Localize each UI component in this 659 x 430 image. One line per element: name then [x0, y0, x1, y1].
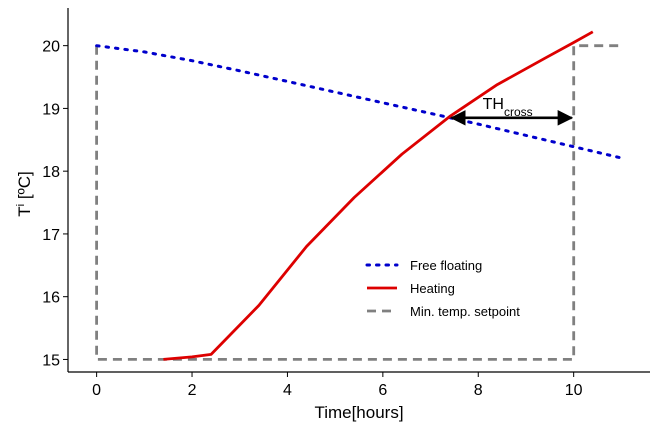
axes-layer: 0 2 4 6 8 10 15 16 17 18 19 20 Time[hours] Ti [ºC]	[15, 8, 650, 422]
legend-label-free-floating: Free floating	[410, 258, 482, 273]
series-line-heating	[163, 30, 594, 361]
x-tick-label: 2	[188, 382, 197, 399]
series-line-min-temp-setpoint	[95, 44, 622, 361]
series-line-free-floating	[95, 44, 623, 160]
y-axis-label-main: T	[15, 206, 34, 216]
x-tick-label: 8	[474, 382, 483, 399]
x-tick-label: 0	[92, 382, 101, 399]
x-tick-label: 4	[283, 382, 292, 399]
crossing-label-main: TH	[483, 96, 504, 113]
y-tick-label: 17	[42, 227, 60, 244]
legend-label-min-temp-setpoint: Min. temp. setpoint	[410, 304, 520, 319]
crossing-label: THcross	[483, 96, 533, 119]
x-tick-label: 10	[565, 382, 583, 399]
y-tick-label: 19	[42, 101, 60, 118]
y-tick-label: 18	[42, 164, 60, 181]
crossing-label-sub: cross	[504, 105, 533, 119]
y-axis-label: Ti [ºC]	[15, 171, 34, 217]
y-tick-label: 20	[42, 39, 60, 56]
y-axis-label-sup: i	[15, 204, 27, 206]
annotation-layer: THcross	[450, 96, 574, 126]
legend: Free floating Heating Min. temp. setpoint	[365, 258, 520, 319]
x-tick-label: 6	[378, 382, 387, 399]
x-axis-label: Time[hours]	[314, 403, 403, 422]
y-axis-label-unit: [ºC]	[15, 171, 34, 204]
y-tick-label: 15	[42, 352, 60, 369]
y-tick-label: 16	[42, 290, 60, 307]
legend-label-heating: Heating	[410, 281, 455, 296]
series-layer	[95, 30, 623, 361]
